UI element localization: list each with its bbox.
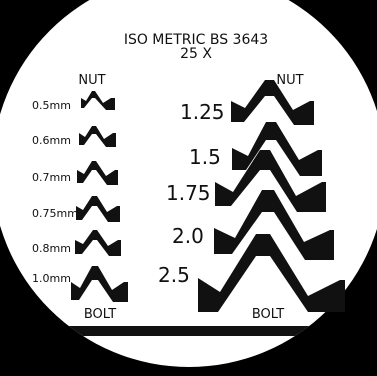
right-pitch-label: 2.5 (158, 263, 190, 287)
left-pitch-label: 0.7mm (32, 171, 71, 184)
thread-profile-1.0mm (71, 266, 128, 302)
left-pitch-label: 1.0mm (32, 272, 71, 285)
thread-profile-1.75 (215, 150, 326, 212)
thread-profile-1.25 (231, 80, 314, 125)
thread-profile-2.5 (198, 234, 345, 312)
left-pitch-label: 0.5mm (32, 99, 71, 112)
title-line-1: ISO METRIC BS 3643 (124, 32, 268, 48)
left-pitch-label: 0.6mm (32, 134, 71, 147)
thread-profile-0.75mm (76, 196, 120, 222)
right-pitch-label: 1.5 (189, 145, 221, 169)
thread-profile-0.6mm (79, 126, 116, 147)
right-pitch-label: 1.25 (180, 100, 225, 124)
thread-profile-2.0 (214, 190, 334, 260)
left-thread-profiles (71, 91, 128, 302)
right-pitch-label: 2.0 (172, 224, 204, 248)
thread-profile-0.7mm (77, 161, 118, 185)
title-line-2: 25 X (180, 46, 212, 62)
thread-profile-0.5mm (81, 91, 115, 110)
left-nut-label: NUT (78, 73, 105, 88)
thread-profile-1.5 (232, 122, 322, 176)
left-bolt-label: BOLT (84, 307, 116, 322)
thread-profile-0.8mm (75, 230, 121, 256)
left-pitch-label: 0.8mm (32, 242, 71, 255)
right-thread-profiles (198, 80, 345, 312)
left-pitch-label: 0.75mm (32, 207, 78, 220)
baseline-bar (0, 326, 377, 336)
right-nut-label: NUT (276, 73, 303, 88)
right-pitch-label: 1.75 (166, 181, 211, 205)
right-bolt-label: BOLT (252, 307, 284, 322)
